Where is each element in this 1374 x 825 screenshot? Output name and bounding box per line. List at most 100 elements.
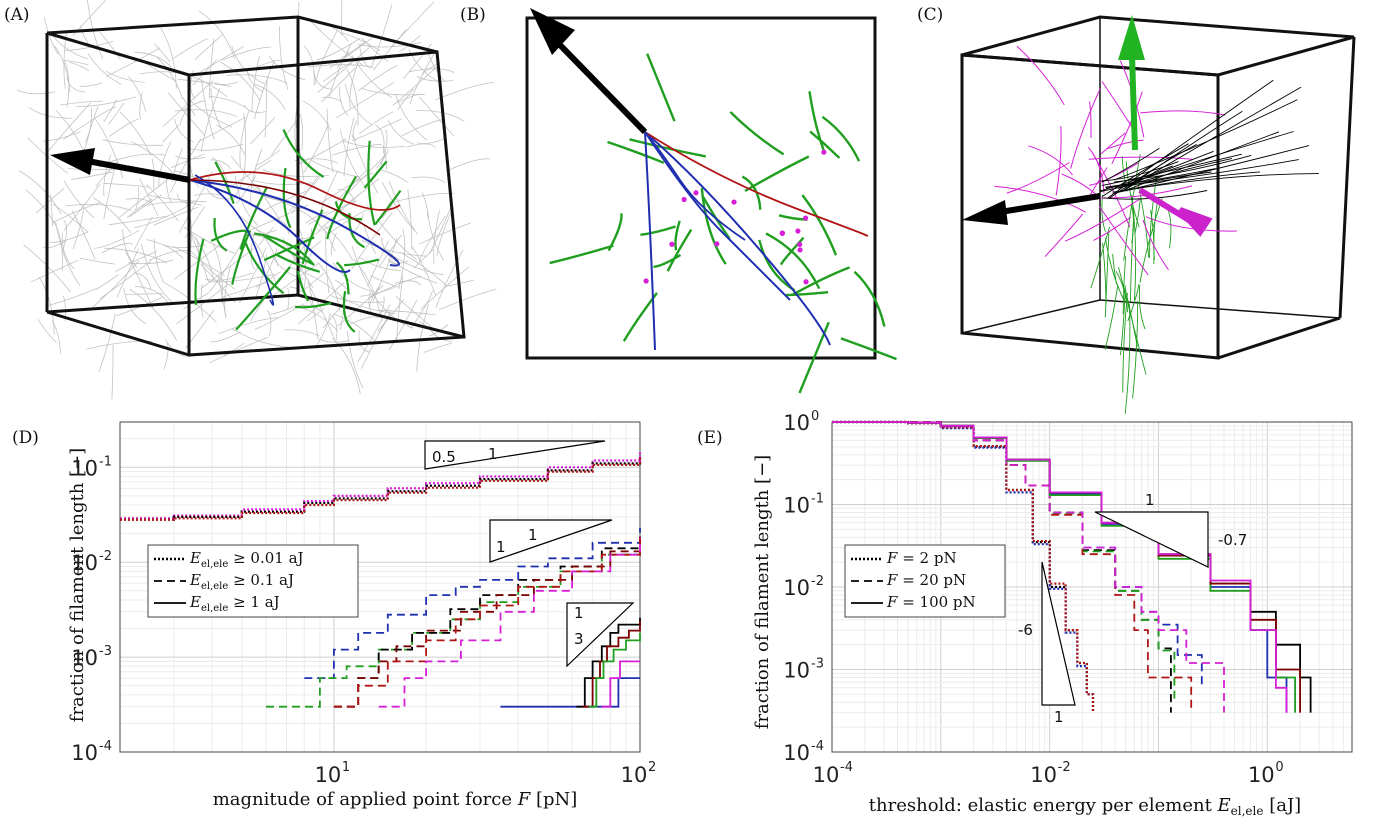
slope-run-label: 1 <box>1054 708 1064 726</box>
filament <box>346 331 364 389</box>
x-tick-label: 10 <box>1248 763 1275 787</box>
filament <box>95 160 119 187</box>
series-line <box>304 527 641 679</box>
panel-e-label: (E) <box>697 428 723 448</box>
legend-entry: F = 20 pN <box>886 571 966 589</box>
filament <box>103 165 116 220</box>
filament <box>128 75 147 112</box>
filament <box>44 288 97 307</box>
filament <box>266 309 272 337</box>
filament <box>189 179 381 236</box>
filament <box>194 174 275 306</box>
chart-d: fraction of filament length [−] magnitud… <box>67 421 656 810</box>
filament <box>206 188 231 200</box>
d-ylabel: fraction of filament length [−] <box>67 448 88 722</box>
y-tick-exponent: -1 <box>99 454 112 469</box>
filament <box>99 32 121 60</box>
filament <box>666 228 693 272</box>
filament <box>72 210 84 250</box>
filament <box>176 284 228 325</box>
filament <box>234 175 259 226</box>
filament <box>125 250 154 309</box>
filament <box>409 68 455 73</box>
filament <box>1104 231 1110 318</box>
filament <box>377 309 436 316</box>
filament <box>332 143 382 156</box>
filament <box>346 69 359 127</box>
filament <box>342 140 406 148</box>
filament <box>185 206 206 238</box>
filament <box>303 45 315 86</box>
filament <box>51 202 101 224</box>
crosslinker-node <box>797 241 803 248</box>
filament <box>308 280 319 340</box>
crosslinker-node <box>802 215 809 221</box>
filament <box>257 186 281 220</box>
x-tick-exponent: 1 <box>342 760 350 775</box>
filament <box>52 203 89 233</box>
filament <box>314 30 338 85</box>
filament <box>1132 300 1139 399</box>
filament <box>644 131 656 351</box>
filament <box>323 61 352 82</box>
filament <box>305 272 325 290</box>
filament <box>640 225 676 236</box>
filament <box>329 34 376 69</box>
filament <box>407 189 413 250</box>
filament <box>126 198 153 218</box>
filament <box>332 313 376 342</box>
filament <box>101 243 134 254</box>
slope-run-label: 1 <box>528 526 538 544</box>
filament <box>397 93 425 104</box>
filament <box>674 220 681 251</box>
filament <box>380 129 388 166</box>
filament <box>644 131 791 301</box>
filament <box>188 98 233 128</box>
filament <box>178 171 213 233</box>
legend-entry: Eel,ele ≥ 1 aJ <box>189 593 280 614</box>
filament <box>287 287 290 309</box>
filament <box>343 117 355 177</box>
filament <box>1100 171 1212 192</box>
filament <box>153 238 164 283</box>
y-tick-exponent: -3 <box>811 657 824 672</box>
filament <box>344 83 373 126</box>
filament <box>297 305 339 332</box>
filament <box>1070 88 1101 169</box>
filament <box>359 111 394 134</box>
filament <box>372 237 398 302</box>
filament <box>189 160 200 188</box>
slope-triangle <box>424 440 606 470</box>
filament <box>1101 147 1160 183</box>
filament <box>330 232 337 255</box>
filament <box>1107 79 1274 199</box>
filament <box>1106 139 1144 150</box>
filament <box>317 47 370 93</box>
filament <box>1140 110 1226 116</box>
principal-arrow-green <box>1129 54 1138 151</box>
filament <box>69 62 90 72</box>
filament <box>141 201 202 207</box>
filament <box>332 262 374 293</box>
filament <box>361 239 428 257</box>
filament <box>79 82 103 87</box>
filament <box>125 293 163 296</box>
filament <box>108 215 169 226</box>
filament <box>315 314 330 348</box>
legend-entry: Eel,ele ≥ 0.1 aJ <box>189 571 294 592</box>
filament <box>149 195 207 203</box>
filament <box>209 96 246 108</box>
filament <box>328 312 338 342</box>
filament <box>1108 143 1198 200</box>
filament <box>840 337 897 361</box>
filament <box>220 61 261 101</box>
x-tick-label: 10 <box>621 763 648 787</box>
filament <box>135 187 140 211</box>
filament <box>808 91 826 153</box>
filament <box>1142 219 1169 271</box>
filament <box>49 231 89 243</box>
filament <box>325 230 336 252</box>
force-arrow-head <box>962 200 1008 225</box>
filament <box>123 288 147 325</box>
